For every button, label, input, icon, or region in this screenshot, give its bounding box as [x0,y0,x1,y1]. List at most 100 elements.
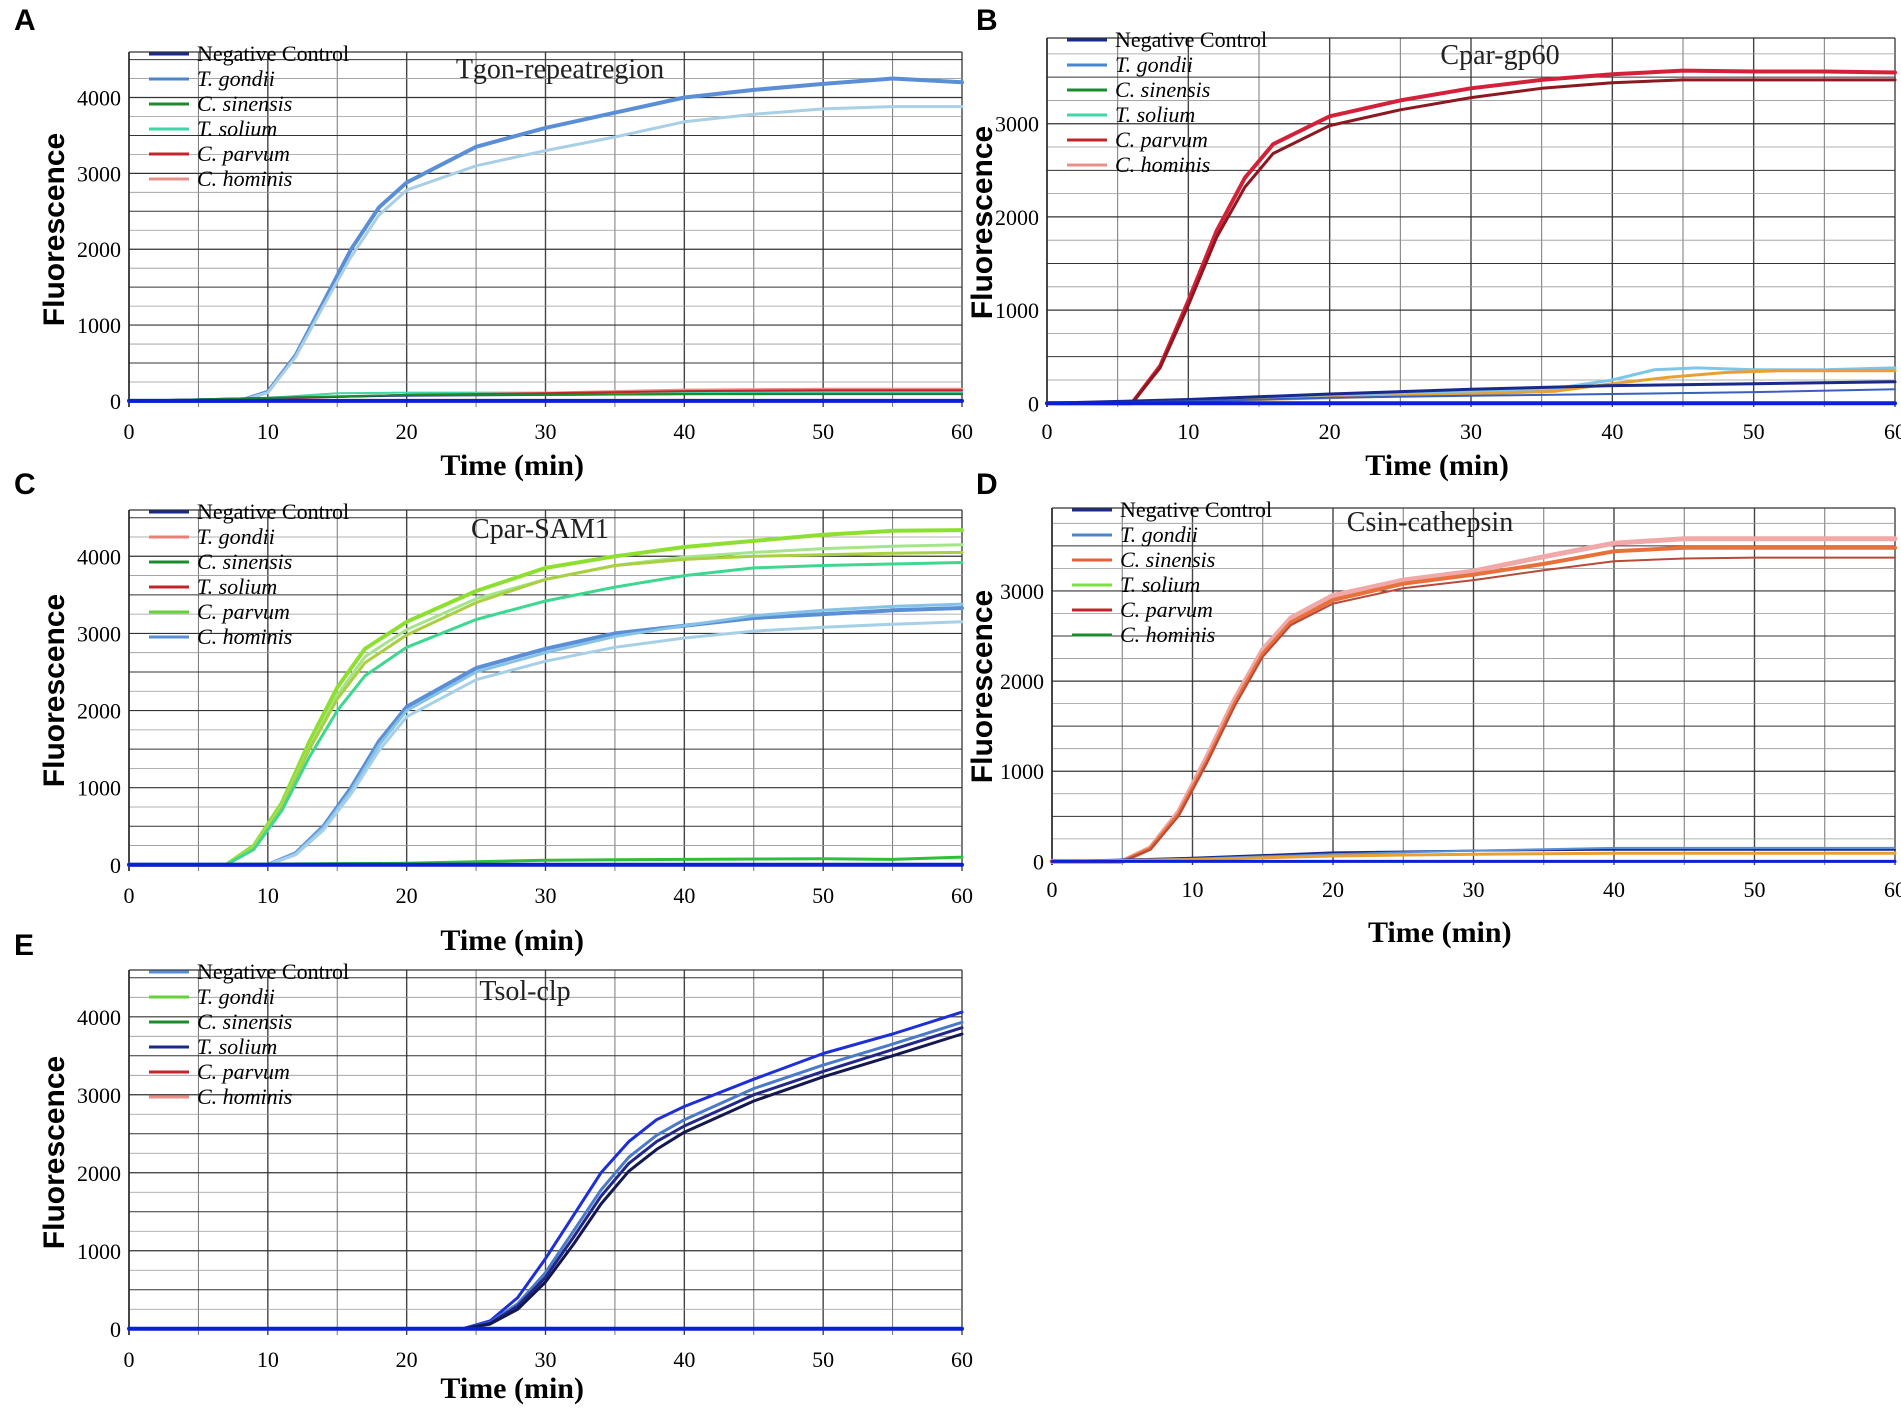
series-line [127,105,964,403]
y-tick-label: 1000 [77,776,121,801]
legend-label: C. parvum [197,1059,290,1084]
x-tick-label: 0 [124,419,135,444]
series-line [1045,78,1897,405]
grid [128,969,963,1335]
chart-title: Cpar-SAM1 [471,514,609,545]
y-axis-title: Fluorescence [966,590,999,783]
series-line [127,561,964,867]
legend-label: C. sinensis [197,549,292,574]
series-line [127,1010,964,1331]
y-tick-label: 0 [1033,849,1044,874]
legend-label: T. gondii [197,524,275,549]
panel-letter: A [14,4,36,37]
legend-label: Negative Control [197,959,349,984]
legend-label: C. parvum [1120,597,1213,622]
panel-a: A 0 10 20 30 40 50 60 0 1000 2000 3000 4000 Time (min… [14,4,973,482]
series-line [1045,380,1897,405]
y-tick-label: 2000 [995,205,1039,230]
x-tick-label: 20 [396,1347,418,1372]
x-tick-label: 10 [1177,419,1199,444]
y-tick-label: 2000 [1000,669,1044,694]
x-tick-label: 50 [1743,419,1765,444]
x-tick-label: 0 [1042,419,1053,444]
panel-letter: E [14,929,34,962]
x-tick-label: 20 [1322,877,1344,902]
x-tick-label: 10 [1182,877,1204,902]
x-tick-label: 50 [1744,877,1766,902]
y-axis-title: Fluorescence [38,1056,71,1249]
chart-title: Cpar-gp60 [1440,40,1559,71]
x-tick-label: 0 [124,883,135,908]
series-group [127,1010,964,1331]
x-tick-label: 40 [1601,419,1623,444]
x-tick-label: 40 [673,883,695,908]
panel-letter: B [976,4,998,37]
panel-b: B 0 10 20 30 40 50 60 0 1000 2000 3000 Time (min) Flu… [966,4,1901,482]
y-tick-label: 3000 [77,621,121,646]
y-tick-label: 4000 [77,544,121,569]
y-tick-label: 0 [110,389,121,414]
x-tick-label: 0 [124,1347,135,1372]
panel-c: C 0 10 20 30 40 50 60 0 1000 2000 3000 4000 Time (min… [14,468,973,957]
y-axis-title: Fluorescence [38,133,71,326]
y-tick-label: 0 [110,853,121,878]
x-tick-label: 20 [1319,419,1341,444]
legend-label: C. parvum [197,599,290,624]
y-tick-label: 0 [1028,391,1039,416]
legend-label: C. hominis [197,166,292,191]
legend-label: C. hominis [1115,152,1210,177]
x-tick-label: 50 [812,883,834,908]
x-tick-label: 50 [812,419,834,444]
legend-label: T. solium [197,1034,277,1059]
grid [1051,507,1896,865]
legend-label: C. hominis [197,624,292,649]
panel-letter: D [976,468,998,501]
series-group [127,76,964,403]
panel-e: E 0 10 20 30 40 50 60 0 1000 2000 3000 4000 Time (min… [14,929,973,1405]
series-line [1050,851,1897,863]
x-axis-title: Time (min) [440,924,584,957]
x-axis-title: Time (min) [440,449,584,482]
grid [1046,37,1896,407]
legend-label: Negative Control [197,41,349,66]
legend-label: Negative Control [1120,497,1272,522]
y-tick-label: 4000 [77,1005,121,1030]
x-tick-label: 40 [673,419,695,444]
x-tick-label: 60 [951,883,973,908]
x-tick-label: 30 [535,419,557,444]
y-tick-label: 1000 [1000,759,1044,784]
y-tick-label: 2000 [77,699,121,724]
legend-label: T. solium [1120,572,1200,597]
series-group [127,528,964,867]
panel-letter: C [14,468,36,501]
x-tick-label: 60 [951,1347,973,1372]
legend-label: T. gondii [1115,52,1193,77]
legend-label: T. gondii [197,984,275,1009]
legend-label: C. hominis [197,1084,292,1109]
legend-label: C. sinensis [197,91,292,116]
x-tick-label: 20 [396,883,418,908]
y-tick-label: 0 [110,1317,121,1342]
x-tick-label: 20 [396,419,418,444]
y-axis-title: Fluorescence [966,126,999,319]
y-tick-label: 3000 [995,112,1039,137]
legend-label: C. sinensis [1115,77,1210,102]
x-tick-label: 30 [535,1347,557,1372]
legend-label: C. hominis [1120,622,1215,647]
x-tick-label: 30 [535,883,557,908]
x-tick-label: 30 [1463,877,1485,902]
legend-label: T. gondii [1120,522,1198,547]
y-tick-label: 3000 [77,1083,121,1108]
y-tick-label: 1000 [77,1239,121,1264]
y-tick-label: 1000 [995,298,1039,323]
series-group [1049,536,1898,864]
x-tick-label: 0 [1047,877,1058,902]
chart-title: Csin-cathepsin [1347,507,1513,538]
series-group [1045,68,1897,406]
x-tick-label: 10 [257,1347,279,1372]
y-tick-label: 1000 [77,313,121,338]
